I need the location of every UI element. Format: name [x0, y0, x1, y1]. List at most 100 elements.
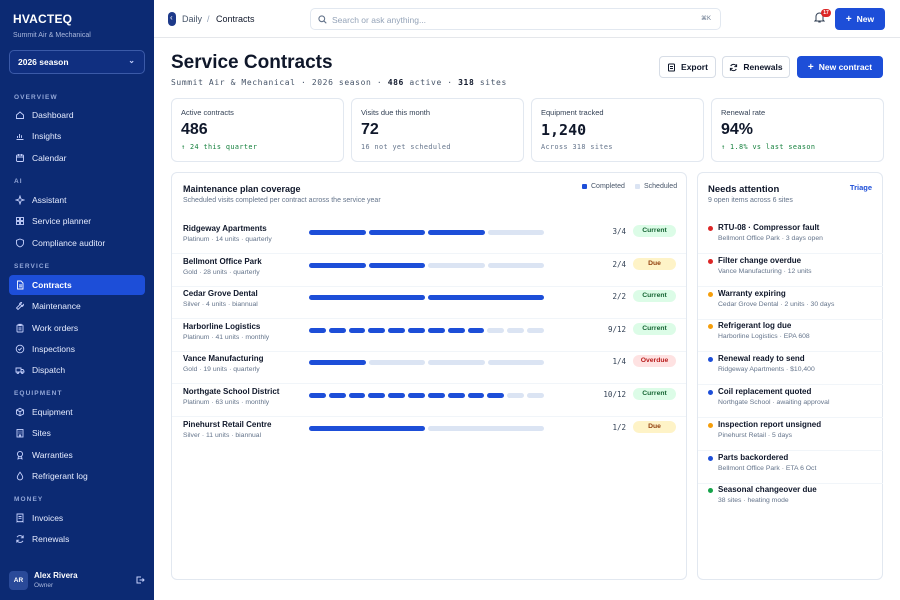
attention-item[interactable]: Inspection report unsigned Pinehurst Reta…	[698, 418, 883, 451]
visit-completed-segment	[408, 327, 425, 333]
season-select-value: 2026 season	[18, 57, 69, 67]
sidebar-item-insights[interactable]: Insights	[9, 126, 145, 146]
coverage-row[interactable]: Harborline Logistics Platinum · 41 units …	[172, 320, 686, 352]
subtitle-dot: ·	[447, 78, 459, 87]
attention-item[interactable]: Seasonal changeover due 38 sites · heatin…	[698, 483, 883, 516]
new-contract-button[interactable]: + New contract	[797, 56, 883, 78]
sidebar-item-service-planner[interactable]: Service planner	[9, 211, 145, 231]
sidebar-item-refrigerant-log[interactable]: Refrigerant log	[9, 466, 145, 486]
stat-card-visits-due: Visits due this month 72 16 not yet schedu…	[351, 98, 524, 162]
avatar: AR	[9, 571, 28, 590]
new-button[interactable]: + New	[835, 8, 885, 30]
sidebar-item-label: Maintenance	[32, 301, 81, 312]
coverage-row[interactable]: Pinehurst Retail Centre Silver · 11 units…	[172, 418, 686, 450]
sidebar-item-invoices[interactable]: Invoices	[9, 508, 145, 528]
visit-count: 2/2	[612, 292, 626, 302]
subtitle-dot: ·	[301, 78, 312, 87]
search-input[interactable]	[332, 12, 692, 27]
contract-meta: Silver · 4 units · biannual	[183, 301, 258, 309]
back-button[interactable]: ‹	[168, 12, 176, 26]
priority-dot	[708, 422, 713, 428]
priority-dot	[708, 357, 713, 363]
topbar: ‹ Daily / Contracts ⌘K 17 + New	[154, 0, 900, 38]
visit-completed-segment	[309, 425, 425, 431]
sidebar-item-label: Dashboard	[32, 110, 74, 120]
sidebar-item-compliance-auditor[interactable]: Compliance auditor	[9, 233, 145, 253]
contract-name: Harborline Logistics	[183, 321, 261, 331]
attention-item-meta: Northgate School · awaiting approval	[718, 399, 830, 406]
export-button[interactable]: Export	[659, 56, 716, 78]
attention-item-meta: Bellmont Office Park · 3 days open	[718, 235, 823, 242]
attention-item-title: RTU-08 · Compressor fault	[718, 223, 820, 232]
stat-label: Equipment tracked	[541, 108, 604, 117]
visit-scheduled-segment	[428, 360, 485, 366]
sidebar-item-inspections[interactable]: Inspections	[9, 339, 145, 359]
sidebar-item-dispatch[interactable]: Dispatch	[9, 360, 145, 380]
check-circle-icon	[15, 344, 25, 354]
attention-item[interactable]: Refrigerant log due Harborline Logistics …	[698, 319, 883, 353]
visit-completed-segment	[309, 360, 366, 366]
sidebar-item-maintenance[interactable]: Maintenance	[9, 296, 145, 316]
visit-progress-bar	[309, 393, 544, 398]
sidebar-item-warranties[interactable]: Warranties	[9, 445, 145, 465]
attention-subtitle: 9 open items across 6 sites	[708, 197, 793, 204]
search-bar[interactable]: ⌘K	[310, 8, 721, 30]
attention-item[interactable]: Coil replacement quoted Northgate School …	[698, 385, 883, 418]
visit-completed-segment	[467, 327, 485, 333]
sidebar-item-sites[interactable]: Sites	[9, 423, 145, 443]
attention-item-title: Coil replacement quoted	[718, 387, 812, 396]
chart-icon	[16, 134, 24, 141]
sidebar-item-contracts[interactable]: Contracts	[9, 275, 145, 295]
visit-completed-segment	[348, 327, 366, 333]
subtitle-active-count: 486	[387, 78, 404, 87]
sidebar-item-label: Equipment	[32, 407, 73, 417]
coverage-row[interactable]: Northgate School District Platinum · 63 u…	[172, 385, 686, 417]
sidebar-item-label: Renewals	[32, 534, 70, 545]
coverage-row[interactable]: Bellmont Office Park Gold · 28 units · qu…	[172, 255, 686, 287]
visit-completed-segment	[427, 327, 445, 333]
sidebar-item-work-orders[interactable]: Work orders	[9, 318, 145, 338]
attention-item[interactable]: Filter change overdue Vance Manufacturing…	[698, 254, 883, 287]
visit-scheduled-segment	[507, 327, 525, 333]
coverage-row[interactable]: Vance Manufacturing Gold · 19 units · qua…	[172, 352, 686, 385]
stat-label: Visits due this month	[361, 108, 431, 117]
sidebar-item-renewals[interactable]: Renewals	[9, 529, 145, 549]
attention-item-title: Refrigerant log due	[718, 321, 792, 331]
nav-section-ai: AI	[14, 178, 23, 185]
attention-item[interactable]: Parts backordered Bellmont Office Park · …	[698, 451, 883, 484]
triage-link[interactable]: Triage	[849, 183, 872, 192]
attention-item[interactable]: Warranty expiring Cedar Grove Dental · 2 …	[698, 287, 883, 320]
season-select[interactable]: 2026 season ⌄	[9, 50, 145, 74]
visit-completed-segment	[328, 393, 346, 398]
sidebar-item-assistant[interactable]: Assistant	[9, 190, 145, 210]
sidebar-item-label: Refrigerant log	[32, 470, 88, 481]
sidebar-item-equipment[interactable]: Equipment	[9, 402, 145, 422]
attention-item[interactable]: RTU-08 · Compressor fault Bellmont Office…	[698, 221, 883, 254]
visit-completed-segment	[368, 262, 425, 268]
user-profile[interactable]: AR Alex Rivera Owner	[9, 571, 145, 591]
attention-item-title: Warranty expiring	[718, 288, 786, 298]
breadcrumb-daily[interactable]: Daily	[182, 14, 203, 24]
search-icon	[318, 15, 327, 24]
notification-count-badge: 17	[821, 9, 831, 17]
priority-dot	[708, 291, 713, 297]
legend-completed: Completed	[582, 183, 625, 190]
coverage-row[interactable]: Ridgeway Apartments Platinum · 14 units ·…	[172, 222, 686, 254]
renewals-button[interactable]: Renewals	[722, 56, 790, 78]
attention-item[interactable]: Renewal ready to send Ridgeway Apartments…	[698, 352, 883, 386]
stat-note: ↑ 24 this quarter	[181, 143, 258, 151]
sidebar-item-calendar[interactable]: Calendar	[9, 148, 145, 168]
logout-icon[interactable]	[135, 575, 145, 585]
page-subtitle: Summit Air & Mechanical · 2026 season · …	[171, 78, 507, 87]
user-role: Owner	[34, 582, 54, 589]
sidebar-item-label: Inspections	[32, 343, 75, 354]
contract-name: Ridgeway Apartments	[183, 224, 267, 233]
sidebar-item-dashboard[interactable]: Dashboard	[9, 105, 145, 125]
coverage-row[interactable]: Cedar Grove Dental Silver · 4 units · bia…	[172, 287, 686, 320]
visit-progress-bar	[309, 230, 544, 235]
sidebar-item-label: Warranties	[32, 449, 73, 460]
legend-scheduled-label: Scheduled	[644, 183, 678, 190]
visit-completed-segment	[309, 262, 366, 268]
brand-logo: HVACTEQ	[13, 12, 73, 26]
nav-section-money: MONEY	[14, 496, 44, 503]
